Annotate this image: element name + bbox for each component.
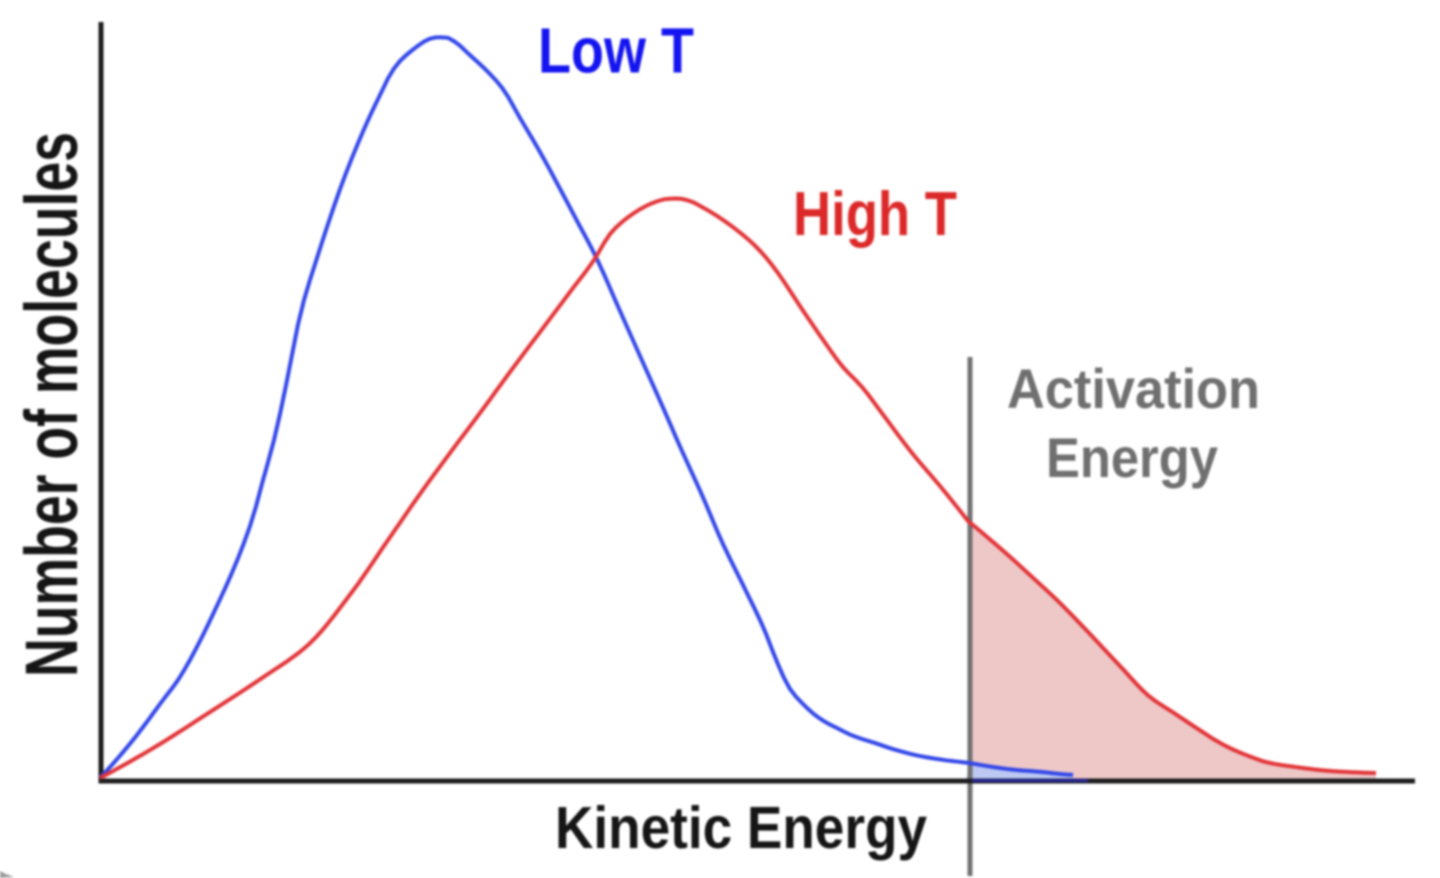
svg-text:Low T: Low T [538,15,694,87]
svg-text:Number of molecules: Number of molecules [10,132,93,677]
svg-text:High T: High T [793,180,957,249]
svg-text:Activation: Activation [1007,357,1260,420]
svg-text:Energy: Energy [1046,426,1218,489]
svg-text:Kinetic Energy: Kinetic Energy [555,795,927,861]
